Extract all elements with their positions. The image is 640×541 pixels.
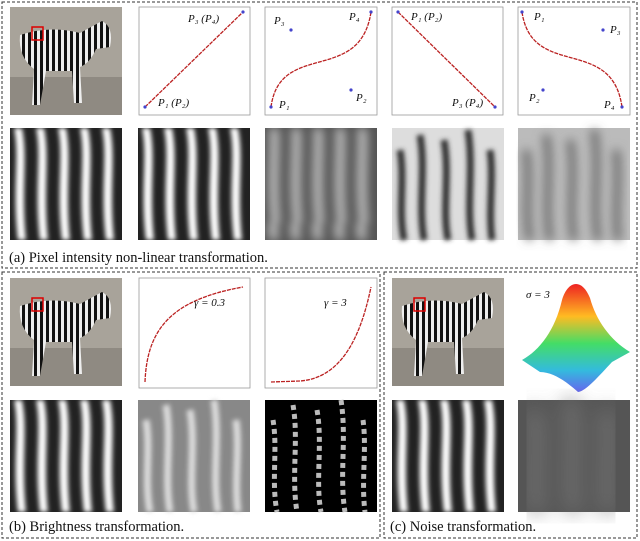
point-label: P₃ (P₄)	[187, 13, 220, 25]
plot-1: P₃ (P₄) P₁ (P₂)	[138, 6, 251, 116]
point-label: P₁ (P₂)	[410, 11, 443, 23]
crop-image	[392, 128, 504, 241]
panel-c-box	[383, 271, 638, 539]
point-label: P₃	[609, 24, 621, 36]
crop-image	[265, 399, 377, 513]
crop-image	[138, 128, 250, 240]
plot-gamma-2: γ = 3	[264, 277, 378, 389]
sigma-label: σ = 3	[526, 289, 550, 301]
crop-image	[10, 128, 122, 240]
point-label: P₁	[278, 99, 290, 111]
gaussian-surface: σ = 3	[522, 283, 630, 392]
plot-2: P₃ P₄ P₂ P₁	[264, 6, 378, 116]
crop-image	[518, 399, 630, 514]
panel-b-box	[1, 271, 381, 539]
crop-image	[265, 128, 377, 240]
point-label: P₃ (P₄)	[451, 97, 484, 109]
panel-a-box	[1, 1, 638, 269]
point-label: P₂	[528, 92, 540, 104]
caption: (c) Noise transformation.	[390, 519, 536, 535]
crop-image	[392, 400, 504, 512]
plot-4: P₁ P₃ P₂ P₄	[517, 6, 631, 116]
point-label: P₄	[603, 99, 615, 111]
caption: (a) Pixel intensity non-linear transform…	[9, 250, 268, 266]
point-label: P₁ (P₂)	[157, 97, 190, 109]
zebra-image	[9, 6, 123, 116]
zebra-image	[9, 277, 123, 387]
gamma-label: γ = 3	[324, 297, 347, 309]
gamma-label: γ = 0.3	[194, 297, 226, 309]
zebra-image	[391, 277, 505, 387]
point-label: P₃	[273, 15, 285, 27]
crop-image	[10, 400, 122, 512]
point-label: P₁	[533, 11, 545, 23]
plot-gamma-1: γ = 0.3	[138, 277, 251, 389]
point-label: P₂	[355, 92, 367, 104]
plot-3: P₁ (P₂) P₃ (P₄)	[391, 6, 504, 116]
crop-image	[138, 399, 250, 513]
crop-image	[518, 128, 630, 241]
caption: (b) Brightness transformation.	[9, 519, 184, 535]
point-label: P₄	[348, 11, 360, 23]
